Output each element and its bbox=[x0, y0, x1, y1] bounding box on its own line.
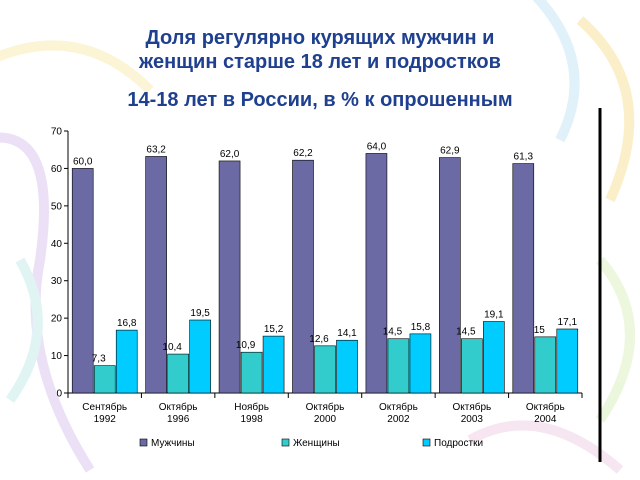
x-category-label: 2002 bbox=[387, 414, 410, 425]
chart-title-line-1: Доля регулярно курящих мужчин и bbox=[145, 27, 495, 49]
bar-Женщины bbox=[314, 345, 336, 394]
legend-swatch-Женщины bbox=[281, 438, 290, 447]
bar-Мужчины bbox=[365, 153, 388, 394]
bar-Подростки bbox=[336, 339, 358, 394]
x-category-label: 2004 bbox=[534, 414, 557, 425]
chart-title-line-2: женщин старше 18 лет и подростков bbox=[139, 51, 501, 73]
data-label: 7,3 bbox=[92, 354, 106, 365]
data-label: 60,0 bbox=[73, 156, 93, 167]
bar-Подростки bbox=[409, 333, 432, 394]
data-label: 14,1 bbox=[337, 328, 357, 339]
x-category-label: Сентябрь bbox=[82, 401, 127, 413]
data-label: 62,9 bbox=[440, 146, 460, 157]
data-label: 10,9 bbox=[236, 340, 256, 351]
data-label: 63,2 bbox=[146, 144, 166, 155]
x-category-label: 1992 bbox=[94, 414, 117, 425]
data-label: 62,0 bbox=[220, 149, 240, 160]
bar-Подростки bbox=[556, 328, 579, 394]
data-label: 15 bbox=[534, 325, 546, 336]
bar-Женщины bbox=[461, 338, 483, 394]
bar-Мужчины bbox=[512, 163, 535, 394]
y-tick-label: 40 bbox=[51, 239, 63, 250]
bar-Мужчины bbox=[292, 159, 314, 394]
x-category-label: Октябрь bbox=[306, 401, 345, 413]
y-tick-label: 30 bbox=[51, 276, 63, 287]
data-label: 14,5 bbox=[456, 327, 476, 338]
bar-Мужчины bbox=[439, 157, 461, 394]
y-tick-label: 20 bbox=[51, 314, 63, 325]
data-label: 17,1 bbox=[558, 317, 578, 328]
x-category-label: Ноябрь bbox=[234, 401, 269, 413]
data-label: 15,2 bbox=[264, 324, 284, 335]
x-category-label: Октябрь bbox=[526, 401, 565, 413]
bar-Женщины bbox=[387, 338, 410, 394]
legend-swatch-Подростки bbox=[422, 438, 431, 447]
x-category-label: 2000 bbox=[314, 414, 337, 425]
data-label: 19,1 bbox=[484, 310, 504, 321]
y-tick-label: 50 bbox=[51, 201, 63, 212]
bar-Подростки bbox=[262, 335, 285, 394]
x-category-label: 1998 bbox=[240, 414, 263, 425]
bar-Мужчины bbox=[71, 168, 94, 394]
bar-Женщины bbox=[534, 336, 557, 394]
legend-swatch-Мужчины bbox=[139, 438, 148, 447]
legend-label: Мужчины bbox=[151, 438, 195, 449]
chart-title-line-3: 14-18 лет в России, в % к опрошенным bbox=[127, 89, 513, 111]
y-tick-label: 10 bbox=[51, 351, 63, 362]
data-label: 12,6 bbox=[309, 334, 329, 345]
y-tick-label: 70 bbox=[51, 127, 63, 138]
x-category-label: 1996 bbox=[167, 414, 190, 425]
legend-label: Женщины bbox=[293, 438, 340, 449]
legend-label: Подростки bbox=[434, 438, 483, 449]
data-label: 61,3 bbox=[514, 152, 534, 163]
bar-Подростки bbox=[115, 329, 138, 394]
bar-Женщины bbox=[93, 365, 116, 394]
bar-Мужчины bbox=[218, 160, 241, 394]
data-label: 16,8 bbox=[117, 318, 137, 329]
y-tick-label: 60 bbox=[51, 164, 63, 175]
x-category-label: Октябрь bbox=[379, 401, 418, 413]
bar-Подростки bbox=[483, 321, 505, 394]
y-tick-label: 0 bbox=[56, 389, 62, 400]
data-label: 19,5 bbox=[190, 308, 210, 319]
bar-Женщины bbox=[240, 351, 263, 394]
x-category-label: Октябрь bbox=[452, 401, 491, 413]
data-label: 64,0 bbox=[367, 141, 387, 152]
data-label: 15,8 bbox=[411, 322, 431, 333]
bar-Мужчины bbox=[145, 156, 167, 394]
data-label: 14,5 bbox=[383, 327, 403, 338]
bar-Подростки bbox=[189, 319, 211, 394]
chart-title: Доля регулярно курящих мужчин и женщин с… bbox=[0, 26, 640, 112]
x-category-label: 2003 bbox=[461, 414, 484, 425]
data-label: 10,4 bbox=[162, 342, 182, 353]
x-category-label: Октябрь bbox=[159, 401, 198, 413]
data-label: 62,2 bbox=[293, 148, 313, 159]
bar-Женщины bbox=[167, 353, 189, 394]
